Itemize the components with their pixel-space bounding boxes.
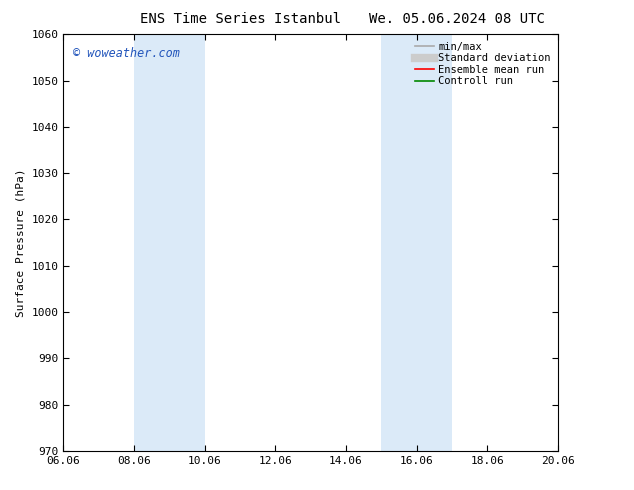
Bar — [381, 34, 452, 451]
Y-axis label: Surface Pressure (hPa): Surface Pressure (hPa) — [16, 168, 26, 317]
Text: © woweather.com: © woweather.com — [74, 47, 180, 60]
Bar — [134, 34, 205, 451]
Legend: min/max, Standard deviation, Ensemble mean run, Controll run: min/max, Standard deviation, Ensemble me… — [413, 40, 553, 88]
Text: We. 05.06.2024 08 UTC: We. 05.06.2024 08 UTC — [368, 12, 545, 26]
Text: ENS Time Series Istanbul: ENS Time Series Istanbul — [140, 12, 342, 26]
